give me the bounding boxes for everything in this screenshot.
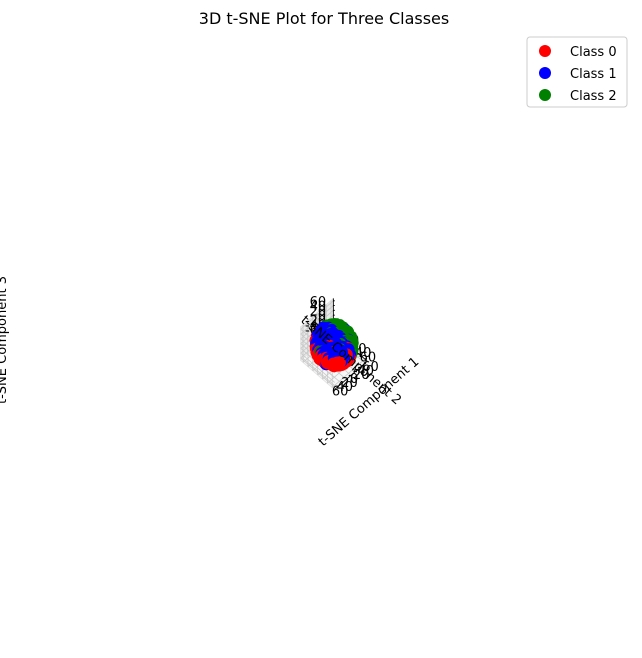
x-tick-label: -40	[353, 364, 374, 379]
grid-line-y	[331, 358, 366, 388]
legend-marker-class-1	[539, 67, 551, 79]
legend-label-class-1: Class 1	[570, 67, 617, 82]
y-tick-label: 60	[360, 350, 377, 365]
x-tick-label: -60	[358, 360, 379, 375]
data-point-class-0	[327, 357, 340, 370]
x-tick-mark	[355, 370, 357, 373]
z-tick-label: 0	[318, 309, 326, 324]
x-tick-label: 60	[332, 384, 349, 399]
x-tick-mark	[364, 362, 367, 365]
legend-marker-class-2	[539, 89, 551, 101]
chart-title: 3D t-SNE Plot for Three Classes	[199, 9, 449, 28]
data-points	[309, 318, 359, 373]
legend-label-class-2: Class 2	[570, 89, 617, 104]
legend-marker-class-0	[539, 45, 551, 57]
x-tick-label: 20	[341, 376, 358, 391]
y-tick-label: 40	[355, 346, 372, 361]
z-tick-label: 60	[310, 295, 327, 310]
grid-line-z	[300, 352, 335, 383]
x-tick-mark	[346, 379, 348, 381]
z-tick-label: 40	[310, 300, 327, 315]
x-tick-label: 0	[350, 372, 358, 387]
y-tick-mark	[359, 353, 362, 356]
legend: Class 0 Class 1 Class 2	[526, 36, 628, 108]
x-tick-label: -20	[348, 368, 369, 383]
x-tick-mark	[350, 375, 353, 377]
z-axis-label: t-SNE Component 3	[0, 276, 10, 404]
x-tick-mark	[360, 366, 362, 369]
grid-line-z	[300, 357, 335, 388]
legend-label-class-0: Class 0	[570, 45, 617, 60]
grid-line-z	[300, 300, 334, 330]
y-tick-mark	[364, 357, 367, 360]
x-tick-label: 40	[337, 380, 354, 395]
x-tick-mark	[341, 383, 343, 385]
grid-line-z	[300, 305, 334, 335]
z-tick-label: 20	[310, 304, 327, 319]
x-tick-mark	[336, 387, 339, 389]
